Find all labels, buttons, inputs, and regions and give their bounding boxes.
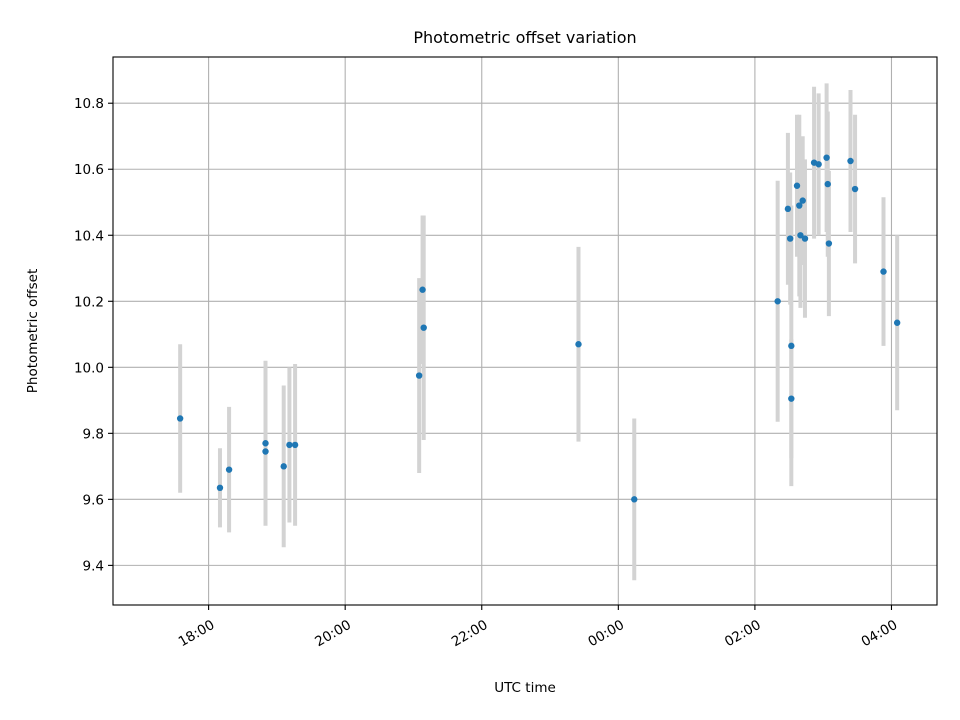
data-point — [815, 161, 822, 168]
data-point — [880, 268, 887, 275]
y-tick-label: 9.6 — [83, 492, 104, 508]
data-point — [262, 440, 269, 447]
data-point — [825, 240, 833, 247]
data-point — [784, 205, 792, 213]
y-tick-label: 10.2 — [74, 294, 104, 310]
data-point — [797, 232, 804, 239]
chart-title: Photometric offset variation — [413, 28, 636, 47]
data-point — [851, 185, 859, 193]
y-tick-label: 10.8 — [74, 96, 104, 112]
data-points — [176, 154, 901, 503]
y-tick-label: 10.0 — [74, 360, 104, 376]
data-point — [280, 463, 287, 470]
data-point — [823, 154, 830, 161]
data-point — [788, 342, 795, 350]
data-point — [291, 441, 299, 449]
data-point — [793, 182, 801, 189]
data-point — [420, 324, 427, 331]
y-tick-label: 9.4 — [83, 558, 104, 574]
data-point — [893, 319, 901, 326]
data-point — [774, 298, 781, 305]
data-point — [225, 466, 233, 473]
data-point — [415, 372, 423, 379]
data-point — [286, 441, 293, 449]
data-point — [786, 235, 794, 242]
data-point — [796, 202, 803, 209]
y-tick-label: 10.4 — [74, 228, 104, 244]
data-point — [419, 286, 426, 293]
data-point — [176, 415, 184, 422]
y-axis-label: Photometric offset — [25, 269, 41, 393]
data-point — [788, 395, 795, 402]
data-point — [631, 496, 638, 503]
data-point — [801, 235, 809, 242]
data-point — [216, 484, 224, 492]
y-tick-label: 9.8 — [83, 426, 104, 442]
plot-frame — [112, 56, 938, 606]
y-tick-label: 10.6 — [74, 162, 104, 178]
x-axis-label: UTC time — [494, 680, 556, 696]
data-point — [847, 157, 854, 165]
data-point — [575, 341, 582, 348]
data-point — [799, 197, 806, 204]
data-point — [262, 448, 269, 455]
data-point — [824, 180, 831, 188]
